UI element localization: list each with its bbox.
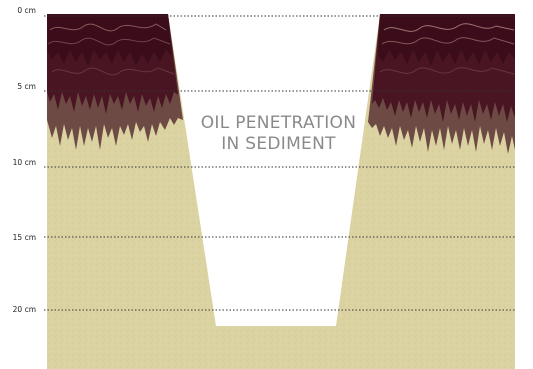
left-oil-layer — [47, 14, 183, 150]
depth-gridlines — [44, 15, 515, 311]
title-line-1: OIL PENETRATION — [200, 113, 357, 133]
title-line-2: IN SEDIMENT — [221, 134, 336, 154]
left-oil-streak-2 — [47, 37, 171, 46]
depth-label-20cm: 20 cm — [12, 305, 36, 314]
depth-label-0cm: 0 cm — [17, 6, 36, 15]
right-oil-streak-1 — [383, 23, 515, 32]
depth-label-10cm: 10 cm — [12, 158, 36, 167]
left-oil-streak-3 — [51, 67, 175, 76]
right-oil-streak-3 — [379, 67, 515, 75]
right-oil-streak-2 — [381, 37, 515, 45]
depth-label-5cm: 5 cm — [17, 82, 36, 91]
depth-label-15cm: 15 cm — [12, 233, 36, 242]
diagram-title: OIL PENETRATION IN SEDIMENT — [186, 113, 371, 155]
left-oil-streak-1 — [49, 23, 167, 32]
right-oil-layer — [368, 14, 515, 154]
